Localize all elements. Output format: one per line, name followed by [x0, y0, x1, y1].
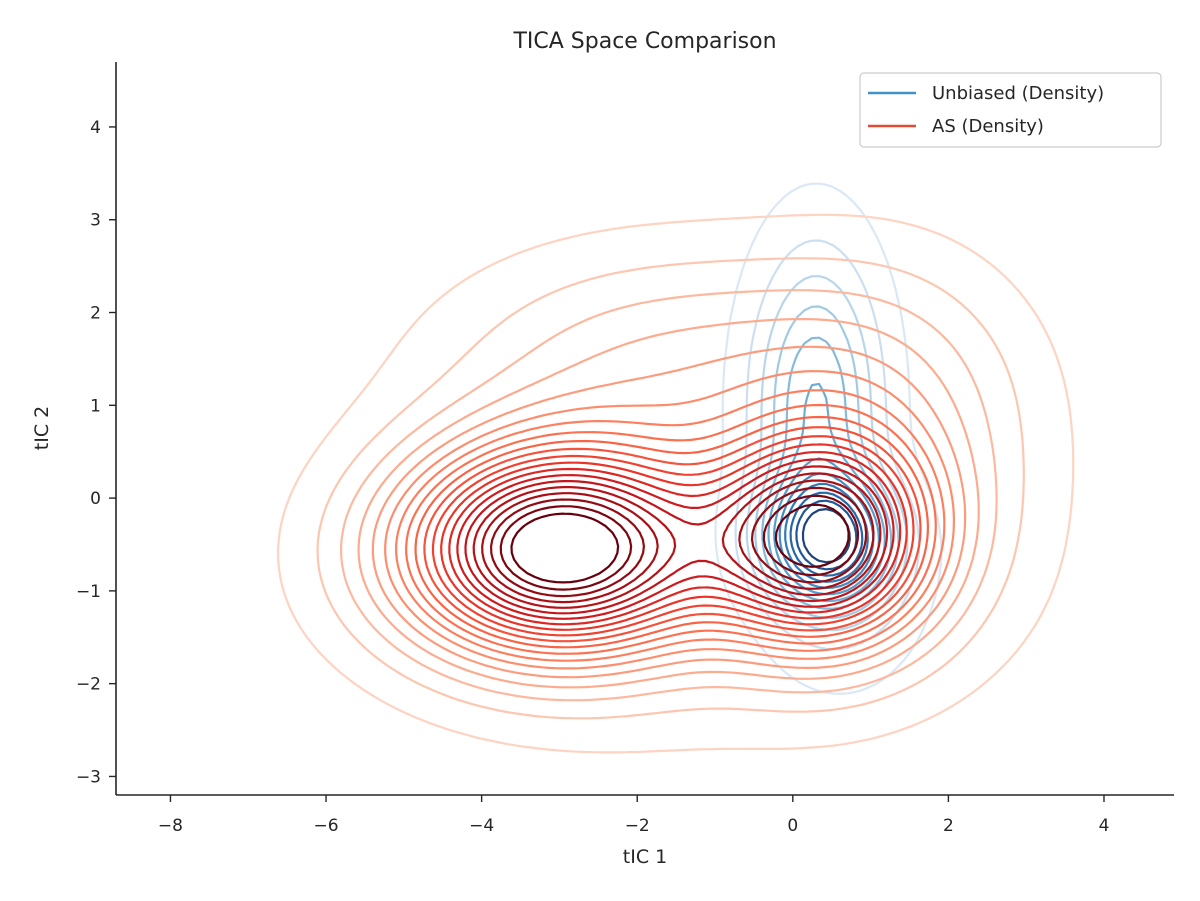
contour-level	[371, 345, 967, 679]
contour-level	[276, 213, 1075, 754]
x-axis-label: tIC 1	[623, 846, 667, 868]
x-tick-label: −4	[469, 816, 494, 836]
legend-label-unbiased: Unbiased (Density)	[932, 83, 1104, 104]
x-tick-label: 0	[787, 816, 798, 836]
contour-level	[357, 318, 980, 689]
contour-level	[431, 435, 915, 637]
contour-level	[414, 415, 929, 649]
legend: Unbiased (Density) AS (Density)	[859, 72, 1162, 148]
contour-level	[448, 451, 902, 626]
chart-title: TICA Space Comparison	[512, 29, 776, 54]
contour-level	[472, 472, 882, 609]
y-tick-label: 1	[90, 396, 101, 416]
contour-level	[316, 257, 1025, 720]
contour-level	[499, 494, 860, 591]
y-axis-label: tIC 2	[31, 406, 53, 450]
contour-level	[340, 289, 998, 702]
contour-level	[714, 182, 943, 695]
y-tick-label: 2	[90, 304, 101, 324]
x-tick-label: −2	[625, 816, 650, 836]
y-tick-label: −3	[76, 767, 101, 787]
contour-level	[490, 486, 868, 598]
contour-level	[395, 389, 946, 662]
contour-level	[384, 370, 955, 670]
contour-level	[510, 503, 850, 584]
x-tick-label: −8	[158, 816, 183, 836]
y-tick-label: −2	[76, 675, 101, 695]
contour-level	[440, 443, 908, 631]
y-axis-ticks: −3 −2 −1 0 1 2 3 4	[76, 118, 116, 787]
contour-level	[784, 482, 869, 583]
contour-level	[405, 403, 937, 655]
x-axis-ticks: −8 −6 −4 −2 0 2 4	[158, 795, 1109, 836]
contour-series-as	[276, 213, 1075, 754]
x-tick-label: 2	[943, 816, 954, 836]
y-tick-label: 0	[90, 489, 101, 509]
y-tick-label: 4	[90, 118, 101, 138]
y-tick-label: −1	[76, 582, 101, 602]
contour-level	[481, 479, 875, 604]
y-tick-label: 3	[90, 211, 101, 231]
legend-label-as: AS (Density)	[932, 116, 1044, 137]
contour-level	[456, 458, 895, 620]
contour-level	[464, 465, 889, 615]
contour-level	[423, 426, 922, 643]
x-tick-label: 4	[1099, 816, 1110, 836]
x-tick-label: −6	[314, 816, 339, 836]
legend-box	[859, 72, 1162, 148]
contour-layer	[276, 182, 1075, 754]
